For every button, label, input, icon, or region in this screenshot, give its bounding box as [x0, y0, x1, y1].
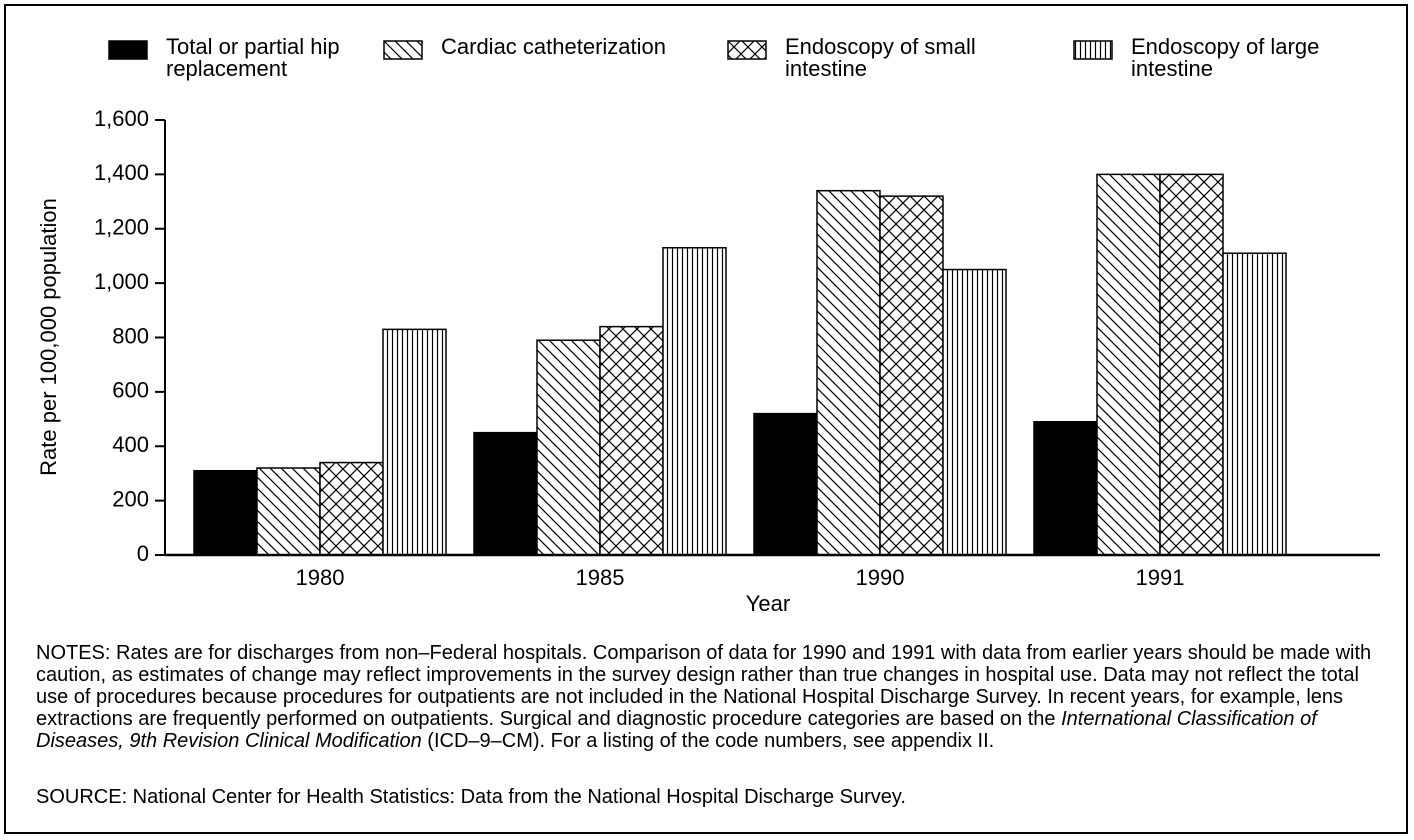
y-tick-label: 0 [137, 541, 149, 566]
notes-italic: International Classification of Diseases… [36, 708, 1317, 752]
bar [1096, 173, 1161, 556]
bar [753, 412, 818, 556]
y-axis-label: Rate per 100,000 population [36, 198, 61, 476]
legend-item: Endoscopy of small intestine [727, 36, 1015, 80]
legend-swatch [108, 40, 148, 60]
bar [942, 268, 1007, 556]
bar [382, 328, 447, 556]
x-tick-label: 1990 [856, 565, 905, 590]
bar [319, 461, 384, 556]
y-tick-label: 400 [112, 432, 149, 457]
x-axis-label: Year [746, 591, 790, 616]
bar [599, 325, 664, 556]
y-tick-label: 200 [112, 486, 149, 511]
notes-text: (ICD–9–CM). For a listing of the code nu… [421, 730, 995, 752]
legend-swatch-fill [727, 40, 767, 60]
legend-item: Endoscopy of large intestine [1073, 36, 1361, 80]
legend-label: Endoscopy of small intestine [785, 34, 976, 81]
bar [1033, 421, 1098, 556]
y-tick-label: 1,200 [94, 215, 149, 240]
x-tick-label: 1991 [1136, 565, 1185, 590]
legend-swatch-fill [383, 40, 423, 60]
legend-swatch-fill [1073, 40, 1113, 60]
bar [473, 431, 538, 556]
bar [816, 189, 881, 556]
bar [193, 469, 258, 556]
legend-item: Cardiac catheterization [383, 36, 741, 60]
frame [4, 4, 1408, 834]
bar [879, 195, 944, 556]
bar [662, 247, 727, 556]
y-tick-label: 600 [112, 378, 149, 403]
y-tick-label: 800 [112, 323, 149, 348]
y-tick-label: 1,400 [94, 160, 149, 185]
y-tick-label: 1,600 [94, 106, 149, 131]
legend-item: Total or partial hip replacement [108, 36, 366, 80]
y-tick-label: 1,000 [94, 269, 149, 294]
bar [536, 339, 601, 556]
legend-label: Total or partial hip replacement [166, 34, 340, 81]
x-tick-label: 1980 [296, 565, 345, 590]
notes-text: NOTES: Rates are for discharges from non… [36, 642, 1372, 730]
legend-swatch [727, 40, 767, 60]
bar [256, 467, 321, 556]
source: SOURCE: National Center for Health Stati… [36, 786, 906, 808]
legend-swatch [1073, 40, 1113, 60]
legend-label: Endoscopy of large intestine [1131, 34, 1320, 81]
legend-swatch-fill [108, 40, 148, 60]
bar [1159, 173, 1224, 556]
legend-swatch [383, 40, 423, 60]
bar [1222, 252, 1287, 556]
notes: NOTES: Rates are for discharges from non… [36, 642, 1396, 752]
x-tick-label: 1985 [576, 565, 625, 590]
legend-label: Cardiac catheterization [441, 34, 667, 59]
